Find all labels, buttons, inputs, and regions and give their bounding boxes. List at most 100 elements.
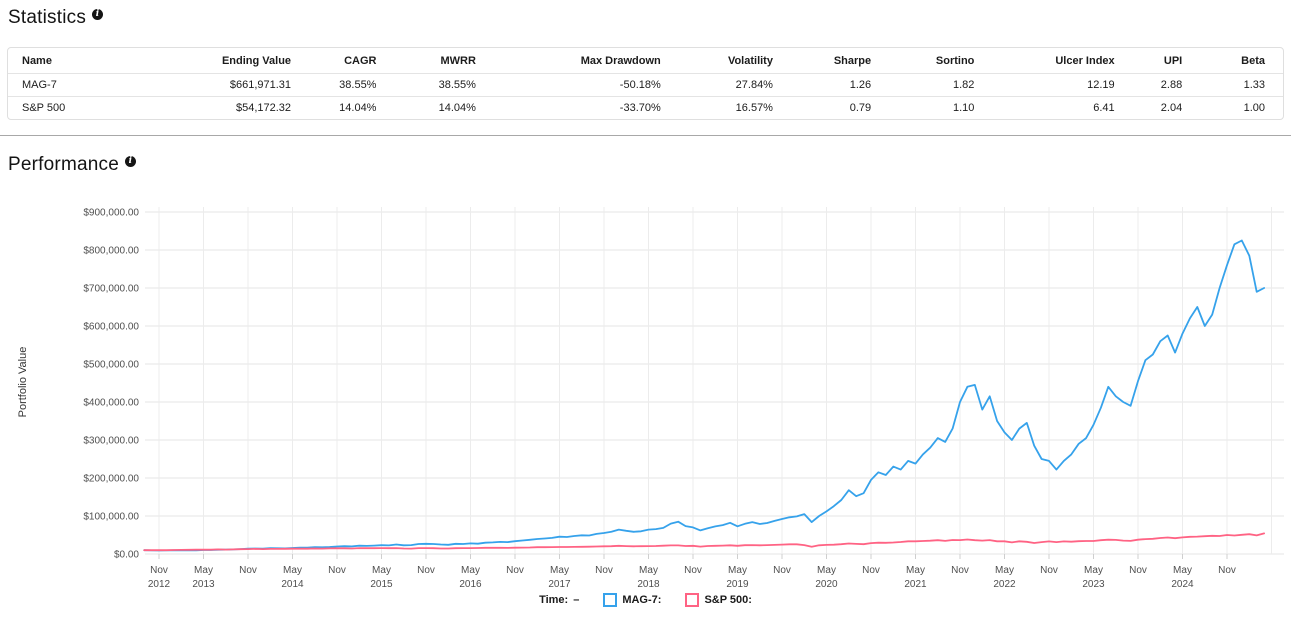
- svg-text:Nov: Nov: [150, 565, 168, 576]
- svg-text:Nov: Nov: [595, 565, 613, 576]
- cell-name: S&P 500: [22, 102, 66, 114]
- cell-sharpe: 0.79: [849, 102, 872, 114]
- col-header-name: Name: [8, 48, 187, 74]
- performance-header: Performance i: [8, 154, 1291, 176]
- svg-text:May: May: [1084, 565, 1103, 576]
- col-header-sortino: Sortino: [871, 48, 975, 74]
- col-header-volatility: Volatility: [660, 48, 773, 74]
- cell-ulcer-index: 6.41: [1093, 102, 1115, 114]
- svg-text:May: May: [817, 565, 836, 576]
- info-icon[interactable]: i: [124, 156, 136, 167]
- svg-text:2020: 2020: [815, 579, 838, 590]
- svg-text:Nov: Nov: [1218, 565, 1236, 576]
- col-header-cagr: CAGR: [291, 48, 377, 74]
- svg-text:Nov: Nov: [506, 565, 524, 576]
- legend-label-sp500: S&P 500:: [704, 594, 752, 606]
- section-divider: [0, 135, 1291, 136]
- cell-sortino: 1.10: [952, 102, 975, 114]
- svg-text:$500,000.00: $500,000.00: [83, 360, 139, 371]
- legend-swatch-mag7: [603, 593, 618, 607]
- chart-legend: Time: – MAG-7: S&P 500:: [0, 593, 1291, 607]
- svg-text:2016: 2016: [459, 579, 482, 590]
- col-header-ulcer-index: Ulcer Index: [974, 48, 1115, 74]
- svg-text:$100,000.00: $100,000.00: [83, 512, 139, 523]
- col-header-upi: UPI: [1114, 48, 1183, 74]
- statistics-table-container: Name Ending Value CAGR MWRR Max Drawdown…: [7, 47, 1284, 120]
- svg-text:May: May: [728, 565, 747, 576]
- svg-text:May: May: [995, 565, 1014, 576]
- col-header-sharpe: Sharpe: [772, 48, 872, 74]
- legend-label-mag7: MAG-7:: [622, 594, 662, 606]
- performance-chart-area: Portfolio Value $0.00 $100,000.00 $200,000…: [0, 196, 1291, 616]
- legend-item-sp500[interactable]: S&P 500:: [685, 593, 752, 607]
- cell-cagr: 14.04%: [339, 102, 377, 114]
- svg-text:2022: 2022: [993, 579, 1016, 590]
- svg-text:May: May: [550, 565, 569, 576]
- svg-text:Nov: Nov: [951, 565, 969, 576]
- cell-ending-value: $54,172.32: [235, 102, 292, 114]
- svg-text:2023: 2023: [1082, 579, 1105, 590]
- cell-name: MAG-7: [8, 73, 187, 97]
- cell-upi: 2.88: [1114, 73, 1183, 97]
- svg-text:Nov: Nov: [862, 565, 880, 576]
- cell-ulcer-index: 12.19: [974, 73, 1115, 97]
- cell-volatility: 27.84%: [660, 73, 773, 97]
- performance-line-chart[interactable]: $0.00 $100,000.00 $200,000.00 $300,000.00 $4…: [0, 196, 1291, 616]
- svg-text:$0.00: $0.00: [114, 550, 139, 561]
- cell-cagr: 38.55%: [291, 73, 377, 97]
- legend-item-time: Time: –: [539, 594, 579, 606]
- cell-beta: 1.00: [1243, 102, 1265, 114]
- svg-text:Nov: Nov: [239, 565, 257, 576]
- svg-text:May: May: [906, 565, 925, 576]
- svg-text:2017: 2017: [548, 579, 571, 590]
- col-header-mwrr: MWRR: [376, 48, 476, 74]
- cell-max-drawdown: -33.70%: [619, 102, 661, 114]
- table-header-row: Name Ending Value CAGR MWRR Max Drawdown…: [8, 48, 1283, 74]
- cell-ending-value: $661,971.31: [186, 73, 292, 97]
- info-icon[interactable]: i: [92, 9, 104, 20]
- svg-text:2018: 2018: [637, 579, 660, 590]
- svg-text:$900,000.00: $900,000.00: [83, 208, 139, 219]
- svg-text:2019: 2019: [726, 579, 749, 590]
- svg-text:May: May: [372, 565, 391, 576]
- table-row-mag7: MAG-7 $661,971.31 38.55% 38.55% -50.18% …: [8, 73, 1283, 97]
- statistics-header: Statistics i: [8, 7, 1291, 29]
- svg-text:2013: 2013: [192, 579, 215, 590]
- cell-beta: 1.33: [1182, 73, 1283, 97]
- table-row-sp500: S&P 500 $54,172.32 14.04% 14.04% -33.70%…: [8, 97, 1283, 120]
- col-header-beta: Beta: [1182, 48, 1283, 74]
- svg-text:Nov: Nov: [1129, 565, 1147, 576]
- cell-mwrr: 38.55%: [376, 73, 476, 97]
- svg-text:May: May: [461, 565, 480, 576]
- svg-text:Nov: Nov: [328, 565, 346, 576]
- svg-text:$400,000.00: $400,000.00: [83, 398, 139, 409]
- svg-text:$800,000.00: $800,000.00: [83, 246, 139, 257]
- col-header-ending-value: Ending Value: [186, 48, 292, 74]
- cell-mwrr: 14.04%: [438, 102, 476, 114]
- statistics-title: Statistics: [8, 7, 87, 28]
- svg-text:2024: 2024: [1171, 579, 1194, 590]
- svg-text:Nov: Nov: [773, 565, 791, 576]
- svg-text:Nov: Nov: [1040, 565, 1058, 576]
- cell-upi: 2.04: [1160, 102, 1183, 114]
- svg-text:2012: 2012: [148, 579, 171, 590]
- svg-text:$700,000.00: $700,000.00: [83, 284, 139, 295]
- svg-text:May: May: [639, 565, 658, 576]
- svg-text:Nov: Nov: [684, 565, 702, 576]
- svg-text:May: May: [283, 565, 302, 576]
- svg-text:$600,000.00: $600,000.00: [83, 322, 139, 333]
- cell-max-drawdown: -50.18%: [475, 73, 661, 97]
- legend-time-label: Time:: [539, 594, 569, 606]
- legend-time-value: –: [573, 594, 580, 606]
- svg-text:$300,000.00: $300,000.00: [83, 436, 139, 447]
- cell-volatility: 16.57%: [735, 102, 773, 114]
- svg-text:May: May: [1173, 565, 1192, 576]
- legend-swatch-sp500: [685, 593, 700, 607]
- svg-text:Nov: Nov: [417, 565, 435, 576]
- performance-title: Performance: [8, 154, 119, 175]
- svg-text:2014: 2014: [281, 579, 304, 590]
- svg-text:$200,000.00: $200,000.00: [83, 474, 139, 485]
- svg-text:2021: 2021: [904, 579, 927, 590]
- svg-text:May: May: [194, 565, 213, 576]
- legend-item-mag7[interactable]: MAG-7:: [603, 593, 661, 607]
